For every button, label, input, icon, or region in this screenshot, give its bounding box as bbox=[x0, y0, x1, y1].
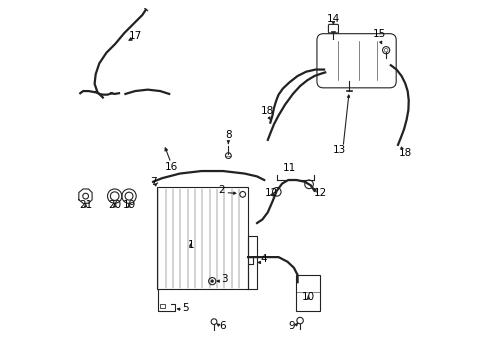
Text: 12: 12 bbox=[314, 188, 327, 198]
Text: 11: 11 bbox=[282, 163, 295, 173]
Bar bbox=[160, 304, 164, 308]
Text: 3: 3 bbox=[221, 274, 227, 284]
Text: 13: 13 bbox=[332, 145, 346, 155]
Text: 5: 5 bbox=[182, 303, 188, 313]
Text: 17: 17 bbox=[128, 31, 142, 41]
Circle shape bbox=[210, 280, 213, 283]
Text: 4: 4 bbox=[260, 255, 267, 265]
Text: 7: 7 bbox=[149, 177, 156, 187]
Text: 6: 6 bbox=[219, 321, 226, 331]
Text: 16: 16 bbox=[164, 162, 177, 172]
Text: 8: 8 bbox=[224, 130, 231, 140]
Bar bbox=[156, 187, 247, 289]
Text: 20: 20 bbox=[108, 200, 121, 210]
Text: 19: 19 bbox=[122, 200, 135, 210]
Text: 15: 15 bbox=[371, 29, 385, 39]
Text: 9: 9 bbox=[288, 321, 295, 331]
Bar bbox=[296, 275, 319, 311]
Text: 14: 14 bbox=[326, 14, 339, 24]
Text: 2: 2 bbox=[218, 185, 224, 194]
Text: 1: 1 bbox=[187, 240, 194, 250]
Text: 10: 10 bbox=[301, 292, 314, 302]
Text: 18: 18 bbox=[261, 105, 274, 116]
Text: 21: 21 bbox=[79, 200, 92, 210]
Text: 12: 12 bbox=[264, 188, 278, 198]
Text: 18: 18 bbox=[398, 148, 411, 158]
